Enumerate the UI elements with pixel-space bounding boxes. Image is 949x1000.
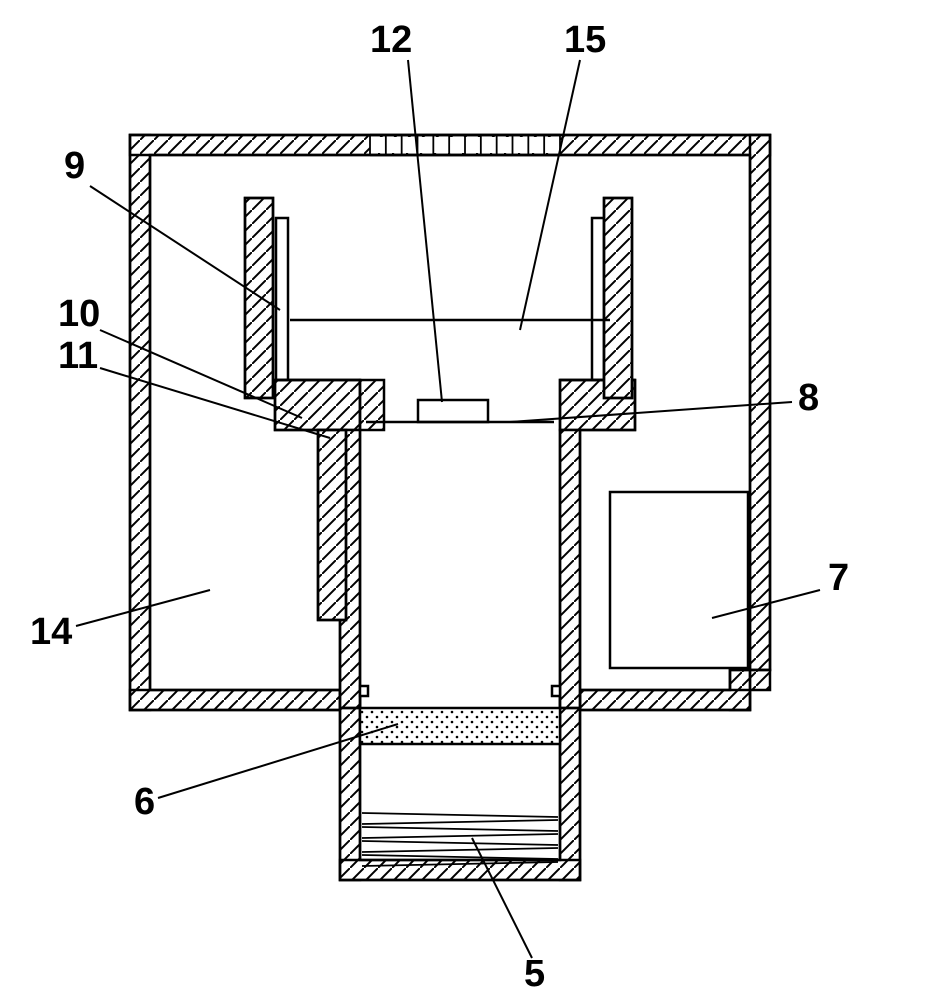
ext-right-wall <box>560 690 580 880</box>
stack-line <box>362 834 558 838</box>
outer-bottom-left <box>130 690 340 710</box>
stack-line <box>362 848 558 852</box>
label-14: 14 <box>30 611 72 653</box>
inner-outline <box>150 155 750 860</box>
technical-cross-section-diagram: 12 15 9 1011 8 7 14 6 5 <box>0 0 949 1000</box>
label-9: 9 <box>64 145 85 187</box>
left-slab-backing <box>276 218 288 380</box>
right-slab-backing <box>592 218 604 380</box>
filter-ledge-left <box>360 686 368 696</box>
leader-5 <box>472 838 532 958</box>
right-slab <box>604 198 632 398</box>
leader-6 <box>158 724 398 798</box>
hanging-bar <box>318 430 346 620</box>
label-7: 7 <box>828 557 849 599</box>
right-compartment <box>610 492 748 668</box>
label-15: 15 <box>564 19 606 61</box>
outer-right-wall-upper <box>750 135 770 670</box>
outer-outline <box>130 135 770 880</box>
label-6: 6 <box>134 781 155 823</box>
label-12: 12 <box>370 19 412 61</box>
label-8: 8 <box>798 377 819 419</box>
stack-line <box>362 827 558 831</box>
outer-left-wall <box>130 135 150 710</box>
cup-flange-left <box>275 380 360 430</box>
outer-bottom-right <box>580 690 750 710</box>
leader-12 <box>408 60 442 402</box>
label-11: 11 <box>58 335 98 377</box>
stack-line <box>362 841 558 845</box>
small-box-12 <box>418 400 488 422</box>
cup-body-right-wall <box>560 430 580 708</box>
label-5: 5 <box>524 953 545 995</box>
label-10: 10 <box>58 293 100 335</box>
filter-ledge-right <box>552 686 560 696</box>
stack-line <box>362 820 558 824</box>
stack-line <box>362 855 558 859</box>
ext-left-wall <box>340 690 360 880</box>
left-slab <box>245 198 273 398</box>
stack-line <box>362 813 558 817</box>
leader-15 <box>520 60 580 330</box>
